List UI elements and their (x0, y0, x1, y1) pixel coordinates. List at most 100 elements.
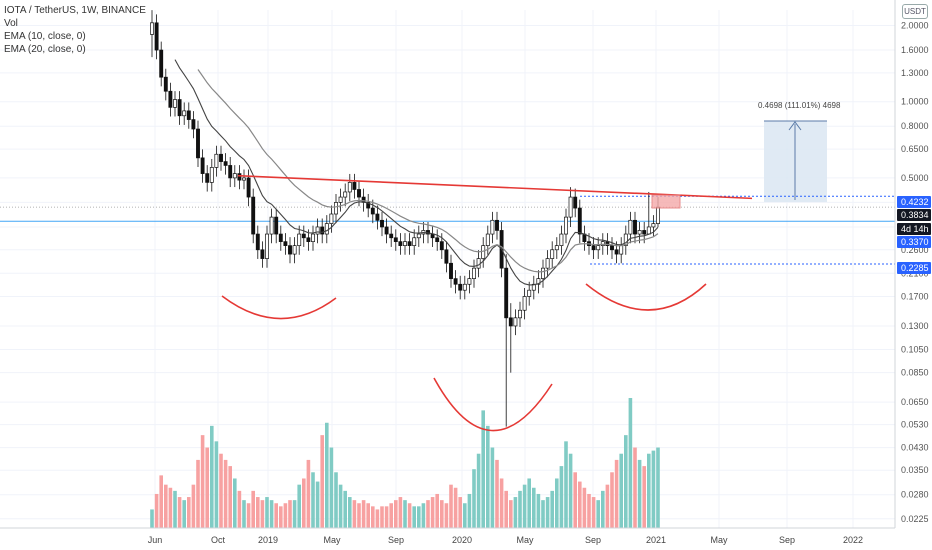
candle-body (619, 245, 624, 255)
volume-bar (440, 500, 444, 528)
volume-bar (407, 503, 412, 528)
y-tick-label: 0.0280 (901, 490, 929, 500)
candle-body (370, 207, 375, 215)
target-arrow-head (788, 121, 802, 131)
y-tick-label: 0.1050 (901, 344, 929, 354)
candle-body (633, 219, 637, 235)
volume-bar (582, 487, 587, 528)
candle-body (389, 233, 394, 239)
candle-body (495, 219, 499, 231)
candle-body (274, 216, 279, 235)
breakout-box (651, 194, 681, 209)
candle-body (366, 202, 371, 209)
volume-bar (302, 478, 306, 528)
candle-body (320, 226, 325, 235)
candle-body (278, 233, 283, 242)
price-tag (897, 209, 931, 221)
ema10-legend[interactable]: EMA (10, close, 0) (4, 31, 86, 42)
candle-body (416, 233, 421, 239)
ema20-legend[interactable]: EMA (20, close, 0) (4, 44, 86, 55)
candle-body (255, 233, 260, 251)
volume-bar (237, 490, 242, 528)
volume-bar (283, 503, 288, 528)
volume-bar (389, 503, 393, 528)
ema-lines (174, 59, 659, 286)
candle-body (568, 196, 573, 218)
volume-bar (274, 503, 278, 528)
volume-bar (555, 478, 559, 528)
volume-bar (541, 500, 545, 528)
volume-legend[interactable]: Vol (4, 18, 18, 29)
y-tick-label: 0.8000 (901, 121, 929, 131)
volume-bar (168, 487, 173, 528)
candle-body (315, 226, 320, 235)
candle-body (554, 245, 559, 251)
candle-body (559, 233, 564, 246)
volume-bar (182, 500, 186, 528)
volume-bar (242, 500, 246, 528)
x-tick-label: 2019 (258, 535, 278, 545)
candle-body (449, 262, 453, 279)
candle-body (403, 241, 407, 246)
volume-bar (458, 497, 462, 528)
x-tick-label: Jun (148, 535, 163, 545)
volume-bar (486, 425, 490, 528)
candle-body (242, 177, 246, 181)
y-tick-label: 1.6000 (901, 45, 929, 55)
candle-body (614, 249, 619, 255)
chart-legend: IOTA / TetherUS, 1W, BINANCE Vol EMA (10… (4, 4, 146, 56)
candle-body (297, 233, 302, 246)
volume-bar (191, 484, 196, 528)
x-tick-label: 2020 (452, 535, 472, 545)
volume-bar (490, 447, 495, 528)
symbol-title[interactable]: IOTA / TetherUS, 1W, BINANCE (4, 5, 146, 16)
level-lines (0, 195, 895, 265)
x-tick-label: May (516, 535, 534, 545)
price-tag-label: 4d 14h (901, 224, 929, 234)
candle-body (550, 249, 555, 259)
volume-bar (357, 503, 361, 528)
y-tick-label: 0.0225 (901, 514, 929, 524)
volume-bar (311, 472, 315, 528)
volume-bar (366, 503, 370, 528)
volume-bar (467, 493, 472, 528)
candle-body (485, 233, 490, 246)
price-tag-label: 0.4232 (901, 197, 929, 207)
candle-body (453, 278, 458, 285)
volume-bar (509, 500, 513, 528)
left-shoulder-arc (221, 295, 337, 320)
candle-body (462, 283, 467, 291)
volume-bar (656, 447, 660, 528)
candle-body (522, 296, 527, 311)
candle-body (504, 267, 509, 319)
volume-bar (233, 478, 237, 528)
candle-body (283, 241, 288, 246)
y-tick-label: 0.0430 (901, 443, 929, 453)
candle-body (656, 206, 660, 224)
ema20-line (197, 69, 659, 273)
candle-body (508, 317, 513, 327)
candle-body (439, 241, 444, 251)
volume-bar (260, 500, 265, 528)
volume-bar (545, 497, 550, 528)
price-tag (897, 262, 931, 274)
y-tick-label: 0.0350 (901, 465, 929, 475)
x-tick-label: Sep (779, 535, 795, 545)
candle-body (541, 267, 545, 279)
volume-bar (292, 500, 297, 528)
volume-bar (320, 435, 324, 528)
price-tag-label: 0.3834 (901, 210, 929, 220)
currency-badge[interactable]: USDT (902, 4, 928, 19)
volume-bar (177, 497, 182, 528)
candle-body (260, 249, 265, 259)
time-axis[interactable]: Jun Oct 2019 May Sep 2020 May Sep 2021 May Sep 2022 (148, 535, 863, 545)
ema10-line (174, 59, 659, 286)
volume-bar (288, 500, 292, 528)
volume-bar (518, 490, 522, 528)
price-axis[interactable]: 2.0000 1.6000 1.3000 1.0000 0.8000 0.6500 0.50… (0, 0, 929, 529)
candle-body (343, 191, 348, 198)
grid-lines (0, 10, 895, 528)
volume-bar (371, 506, 375, 528)
candle-body (646, 226, 651, 235)
